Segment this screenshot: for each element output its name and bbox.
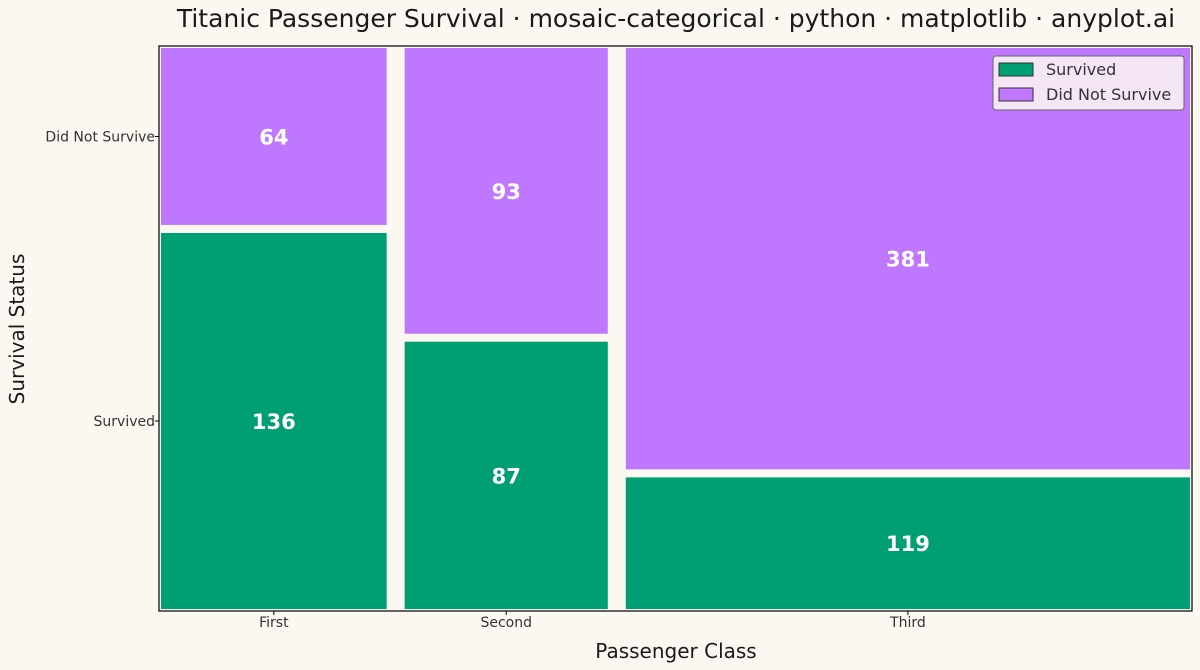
legend-box — [992, 55, 1185, 111]
tile-value-label: 93 — [492, 180, 521, 204]
mosaic-tile-third-survived — [625, 477, 1190, 609]
mosaic-tile-third-did-not-survive — [625, 48, 1190, 470]
x-tick-label: First — [259, 615, 289, 631]
x-axis-label: Passenger Class — [595, 639, 756, 663]
legend-entry-label: Did Not Survive — [1046, 85, 1171, 104]
y-tick-label: Did Not Survive — [45, 129, 155, 145]
tile-value-label: 136 — [252, 410, 296, 434]
x-tick-label: Second — [480, 615, 532, 631]
plot-frame — [158, 45, 1193, 612]
tile-value-label: 119 — [886, 532, 930, 556]
legend-swatch — [998, 87, 1034, 102]
chart-title: Titanic Passenger Survival · mosaic-cate… — [176, 4, 1175, 33]
legend-entry-label: Survived — [1046, 60, 1116, 79]
mosaic-tile-second-did-not-survive — [404, 48, 608, 334]
x-tick-label: Third — [889, 615, 926, 631]
tile-value-label: 87 — [492, 464, 521, 488]
mosaic-tile-second-survived — [404, 341, 608, 609]
legend: Survived Did Not Survive — [992, 55, 1185, 111]
y-tick-label: Survived — [94, 414, 155, 430]
tile-value-label: 381 — [886, 248, 930, 272]
mosaic-tile-first-did-not-survive — [161, 48, 387, 225]
plot-area: 136 64 First 87 93 Second 119 381 Third Survived D… — [45, 45, 1193, 631]
tile-value-label: 64 — [259, 125, 288, 149]
legend-swatch — [998, 62, 1034, 77]
y-axis-label: Survival Status — [5, 254, 29, 405]
mosaic-tile-first-survived — [161, 232, 387, 609]
